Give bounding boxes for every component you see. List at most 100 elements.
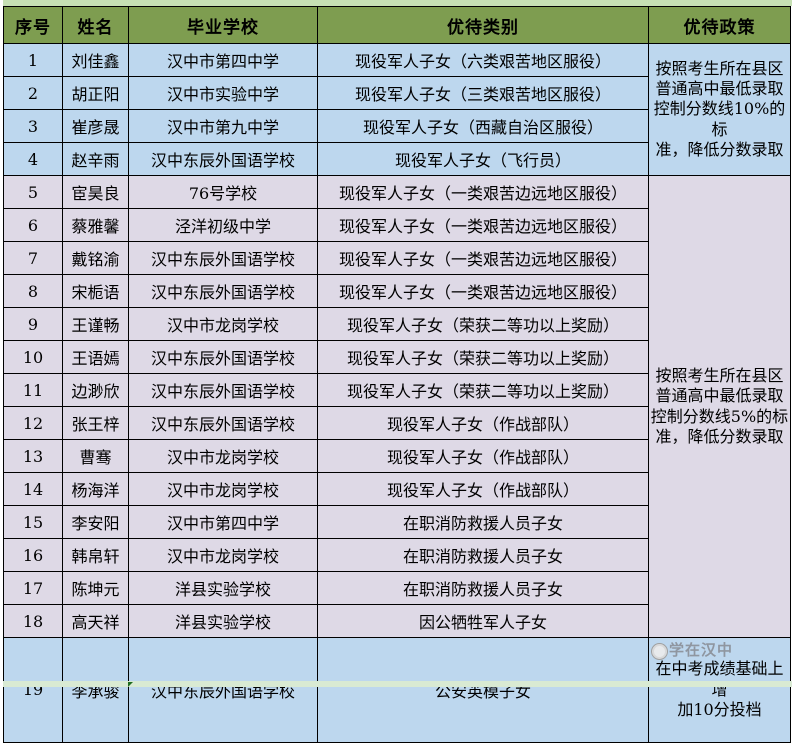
name-cell: 崔彦晟	[62, 109, 129, 143]
header-category: 优待类别	[317, 6, 649, 44]
table-row: 2 胡正阳 汉中市实验中学 现役军人子女（三类艰苦地区服役）	[3, 76, 791, 110]
name-cell: 边渺欣	[62, 373, 129, 407]
table-row: 11 边渺欣 汉中东辰外国语学校 现役军人子女（荣获二等功以上奖励）	[3, 373, 791, 407]
name-cell: 宋栀语	[62, 274, 129, 308]
category-cell: 现役军人子女（荣获二等功以上奖励）	[317, 340, 649, 374]
category-cell: 现役军人子女（一类艰苦边远地区服役）	[317, 175, 649, 209]
seq-cell: 16	[3, 538, 63, 572]
school-cell: 汉中东辰外国语学校	[128, 373, 318, 407]
name-cell: 李安阳	[62, 505, 129, 539]
header-school: 毕业学校	[128, 6, 318, 44]
table-row: 15 李安阳 汉中市第四中学 在职消防救援人员子女	[3, 505, 791, 539]
category-cell: 在职消防救援人员子女	[317, 538, 649, 572]
category-cell: 现役军人子女（六类艰苦地区服役）	[317, 43, 649, 77]
seq-cell: 10	[3, 340, 63, 374]
seq-cell: 9	[3, 307, 63, 341]
table-row: 19 李承骏 汉中东辰外国语学校 公安英模子女 在中考成绩基础上增 加10分投档…	[3, 637, 791, 743]
school-cell: 汉中市第四中学	[128, 505, 318, 539]
school-cell: 泾洋初级中学	[128, 208, 318, 242]
name-cell: 刘佳鑫	[62, 43, 129, 77]
table-row: 5 宦昊良 76号学校 现役军人子女（一类艰苦边远地区服役） 按照考生所在县区 …	[3, 175, 791, 638]
name-cell: 宦昊良	[62, 175, 129, 209]
name-cell: 张王梓	[62, 406, 129, 440]
table-row: 14 杨海洋 汉中市龙岗学校 现役军人子女（作战部队）	[3, 472, 791, 506]
category-cell: 在职消防救援人员子女	[317, 505, 649, 539]
header-name: 姓名	[62, 6, 129, 44]
category-cell: 现役军人子女（荣获二等功以上奖励）	[317, 307, 649, 341]
school-cell: 汉中东辰外国语学校	[128, 241, 318, 275]
table-row: 18 高天祥 洋县实验学校 因公牺牲军人子女	[3, 604, 791, 638]
name-cell: 胡正阳	[62, 76, 129, 110]
name-cell: 戴铭渝	[62, 241, 129, 275]
name-cell: 李承骏	[62, 637, 129, 743]
watermark-logo-icon	[651, 642, 668, 660]
seq-cell: 15	[3, 505, 63, 539]
page: 序号 姓名 毕业学校 优待类别 优待政策 1 刘佳鑫 汉中市第四中学 现役军人子…	[3, 0, 792, 743]
school-cell: 汉中市第四中学	[128, 43, 318, 77]
table-row: 1 刘佳鑫 汉中市第四中学 现役军人子女（六类艰苦地区服役） 按照考生所在县区 …	[3, 43, 791, 176]
school-cell: 汉中东辰外国语学校	[128, 274, 318, 308]
seq-cell: 4	[3, 142, 63, 176]
category-cell: 公安英模子女	[317, 637, 649, 743]
header-seq: 序号	[3, 6, 63, 44]
name-cell: 陈坤元	[62, 571, 129, 605]
table-row: 7 戴铭渝 汉中东辰外国语学校 现役军人子女（一类艰苦边远地区服役）	[3, 241, 791, 275]
seq-cell: 6	[3, 208, 63, 242]
table-row: 17 陈坤元 洋县实验学校 在职消防救援人员子女	[3, 571, 791, 605]
seq-cell: 5	[3, 175, 63, 209]
name-cell: 高天祥	[62, 604, 129, 638]
name-cell: 曹骞	[62, 439, 129, 473]
seq-cell: 11	[3, 373, 63, 407]
seq-cell: 17	[3, 571, 63, 605]
table-row: 6 蔡雅馨 泾洋初级中学 现役军人子女（一类艰苦边远地区服役）	[3, 208, 791, 242]
seq-cell: 7	[3, 241, 63, 275]
table-row: 8 宋栀语 汉中东辰外国语学校 现役军人子女（一类艰苦边远地区服役）	[3, 274, 791, 308]
category-cell: 现役军人子女（三类艰苦地区服役）	[317, 76, 649, 110]
school-cell: 汉中东辰外国语学校	[128, 637, 318, 743]
category-cell: 在职消防救援人员子女	[317, 571, 649, 605]
table-row: 9 王谨畅 汉中市龙岗学校 现役军人子女（荣获二等功以上奖励）	[3, 307, 791, 341]
school-cell: 汉中市龙岗学校	[128, 439, 318, 473]
school-cell: 汉中市龙岗学校	[128, 472, 318, 506]
seq-cell: 12	[3, 406, 63, 440]
seq-cell: 2	[3, 76, 63, 110]
category-cell: 现役军人子女（一类艰苦边远地区服役）	[317, 208, 649, 242]
category-cell: 现役军人子女（作战部队）	[317, 472, 649, 506]
category-cell: 现役军人子女（一类艰苦边远地区服役）	[317, 274, 649, 308]
category-cell: 现役军人子女（作战部队）	[317, 406, 649, 440]
watermark: 学在汉中	[651, 641, 734, 660]
policy-cell-5pct: 按照考生所在县区 普通高中最低录取 控制分数线5%的标 准，降低分数录取	[648, 175, 791, 638]
seq-cell: 8	[3, 274, 63, 308]
category-cell: 现役军人子女（西藏自治区服役）	[317, 109, 649, 143]
name-cell: 韩帛轩	[62, 538, 129, 572]
preferential-admission-table: 序号 姓名 毕业学校 优待类别 优待政策 1 刘佳鑫 汉中市第四中学 现役军人子…	[3, 6, 791, 743]
school-cell: 洋县实验学校	[128, 571, 318, 605]
table-row: 10 王语嫣 汉中东辰外国语学校 现役军人子女（荣获二等功以上奖励）	[3, 340, 791, 374]
table-row: 4 赵辛雨 汉中东辰外国语学校 现役军人子女（飞行员）	[3, 142, 791, 176]
school-cell: 汉中东辰外国语学校	[128, 340, 318, 374]
school-cell: 汉中市龙岗学校	[128, 538, 318, 572]
name-cell: 蔡雅馨	[62, 208, 129, 242]
seq-cell: 19	[3, 637, 63, 743]
green-corner-marker	[128, 682, 133, 687]
name-cell: 杨海洋	[62, 472, 129, 506]
seq-cell: 13	[3, 439, 63, 473]
name-cell: 王谨畅	[62, 307, 129, 341]
category-cell: 现役军人子女（飞行员）	[317, 142, 649, 176]
policy-cell-plus10: 在中考成绩基础上增 加10分投档 学在汉中	[648, 637, 791, 743]
table-row: 16 韩帛轩 汉中市龙岗学校 在职消防救援人员子女	[3, 538, 791, 572]
school-cell: 汉中市第九中学	[128, 109, 318, 143]
school-cell: 汉中东辰外国语学校	[128, 142, 318, 176]
name-cell: 赵辛雨	[62, 142, 129, 176]
seq-cell: 18	[3, 604, 63, 638]
seq-cell: 14	[3, 472, 63, 506]
policy-cell-10pct: 按照考生所在县区 普通高中最低录取 控制分数线10%的标 准，降低分数录取	[648, 43, 791, 176]
bottom-green-strip	[3, 681, 792, 687]
name-cell: 王语嫣	[62, 340, 129, 374]
school-cell: 汉中东辰外国语学校	[128, 406, 318, 440]
policy-plus10-text: 在中考成绩基础上增 加10分投档	[655, 659, 784, 719]
school-cell: 汉中市实验中学	[128, 76, 318, 110]
watermark-text: 学在汉中	[669, 641, 734, 660]
top-green-strip	[3, 0, 792, 6]
seq-cell: 1	[3, 43, 63, 77]
